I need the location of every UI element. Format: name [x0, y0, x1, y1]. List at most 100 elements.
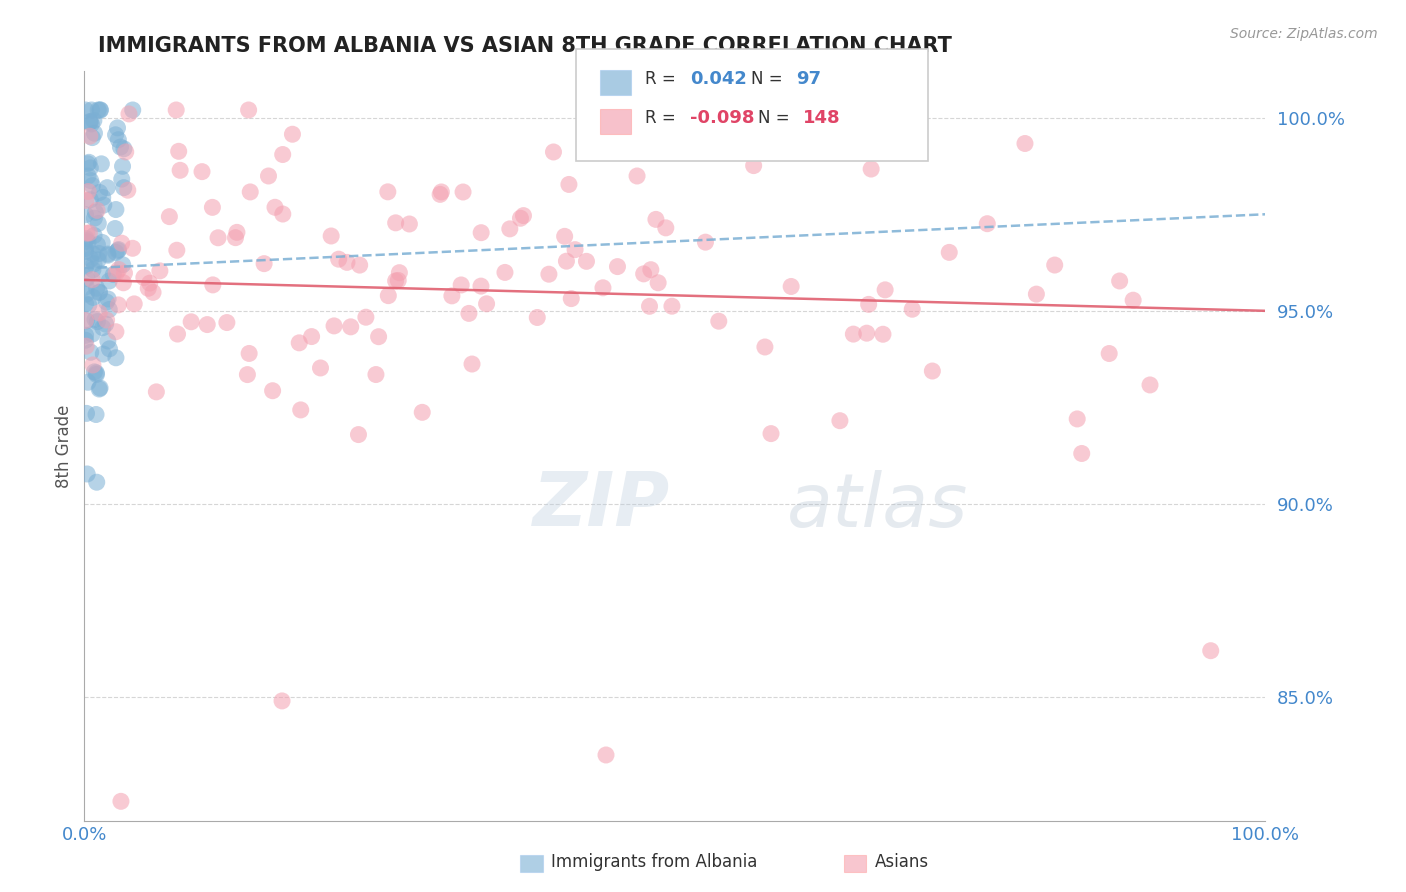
Point	[77, 298, 100, 312]
Point	[104, 128, 127, 142]
Point	[75, 208, 97, 222]
Point	[87, 217, 110, 231]
Point	[384, 216, 406, 230]
Point	[191, 164, 214, 178]
Point	[377, 185, 399, 199]
Point	[75, 313, 97, 327]
Point	[104, 351, 127, 365]
Point	[281, 127, 304, 141]
Y-axis label: 8th Grade: 8th Grade	[55, 404, 73, 488]
Point	[75, 279, 97, 293]
Point	[84, 408, 107, 422]
Point	[91, 235, 114, 250]
Text: N =: N =	[758, 109, 794, 127]
Point	[288, 335, 311, 350]
Point	[354, 310, 377, 325]
Point	[105, 266, 128, 280]
Point	[87, 246, 110, 260]
Point	[83, 126, 105, 140]
Point	[377, 288, 399, 302]
Point	[83, 257, 105, 271]
Point	[236, 368, 259, 382]
Point	[238, 346, 260, 360]
Point	[872, 327, 894, 342]
Point	[97, 292, 120, 306]
Point	[754, 340, 776, 354]
Point	[558, 178, 581, 192]
Point	[75, 232, 97, 246]
Point	[80, 103, 103, 117]
Point	[83, 365, 105, 379]
Point	[90, 157, 112, 171]
Point	[512, 209, 534, 223]
Point	[75, 194, 97, 208]
Point	[112, 142, 135, 156]
Point	[107, 133, 129, 147]
Point	[290, 403, 312, 417]
Point	[89, 285, 111, 300]
Point	[759, 144, 782, 158]
Point	[77, 185, 100, 199]
Point	[450, 277, 472, 292]
Point	[87, 252, 110, 267]
Point	[166, 326, 188, 341]
Point	[107, 262, 129, 277]
Point	[80, 173, 103, 187]
Point	[98, 274, 121, 288]
Point	[122, 297, 145, 311]
Point	[107, 244, 129, 258]
Point	[224, 230, 246, 244]
Point	[384, 274, 406, 288]
Point	[82, 130, 104, 145]
Point	[121, 103, 143, 117]
Point	[239, 185, 262, 199]
Point	[97, 334, 120, 348]
Point	[86, 203, 108, 218]
Point	[79, 193, 101, 207]
Point	[661, 299, 683, 313]
Text: ZIP: ZIP	[533, 469, 671, 542]
Text: IMMIGRANTS FROM ALBANIA VS ASIAN 8TH GRADE CORRELATION CHART: IMMIGRANTS FROM ALBANIA VS ASIAN 8TH GRA…	[98, 36, 952, 55]
Point	[1070, 446, 1092, 460]
Point	[339, 319, 361, 334]
Point	[626, 169, 648, 183]
Point	[82, 326, 104, 341]
Point	[707, 314, 730, 328]
Point	[83, 228, 105, 243]
Point	[606, 260, 628, 274]
Point	[640, 262, 662, 277]
Point	[121, 241, 143, 255]
Point	[180, 315, 202, 329]
Point	[349, 258, 371, 272]
Point	[398, 217, 420, 231]
Point	[328, 252, 350, 267]
Point	[91, 347, 114, 361]
Point	[79, 129, 101, 144]
Point	[461, 357, 484, 371]
Text: Source: ZipAtlas.com: Source: ZipAtlas.com	[1230, 27, 1378, 41]
Point	[901, 302, 924, 317]
Point	[167, 145, 190, 159]
Point	[107, 298, 129, 312]
Point	[138, 276, 160, 290]
Point	[110, 794, 132, 808]
Point	[112, 180, 135, 194]
Point	[215, 316, 238, 330]
Point	[89, 381, 111, 395]
Point	[257, 169, 280, 183]
Point	[77, 155, 100, 169]
Point	[96, 313, 118, 327]
Point	[79, 226, 101, 240]
Point	[858, 297, 880, 311]
Point	[142, 285, 165, 300]
Point	[537, 267, 560, 281]
Point	[89, 285, 111, 299]
Point	[96, 180, 118, 194]
Point	[1199, 643, 1222, 657]
Point	[169, 163, 191, 178]
Point	[111, 172, 134, 186]
Text: Immigrants from Albania: Immigrants from Albania	[551, 853, 758, 871]
Point	[253, 257, 276, 271]
Point	[595, 103, 617, 117]
Point	[347, 427, 370, 442]
